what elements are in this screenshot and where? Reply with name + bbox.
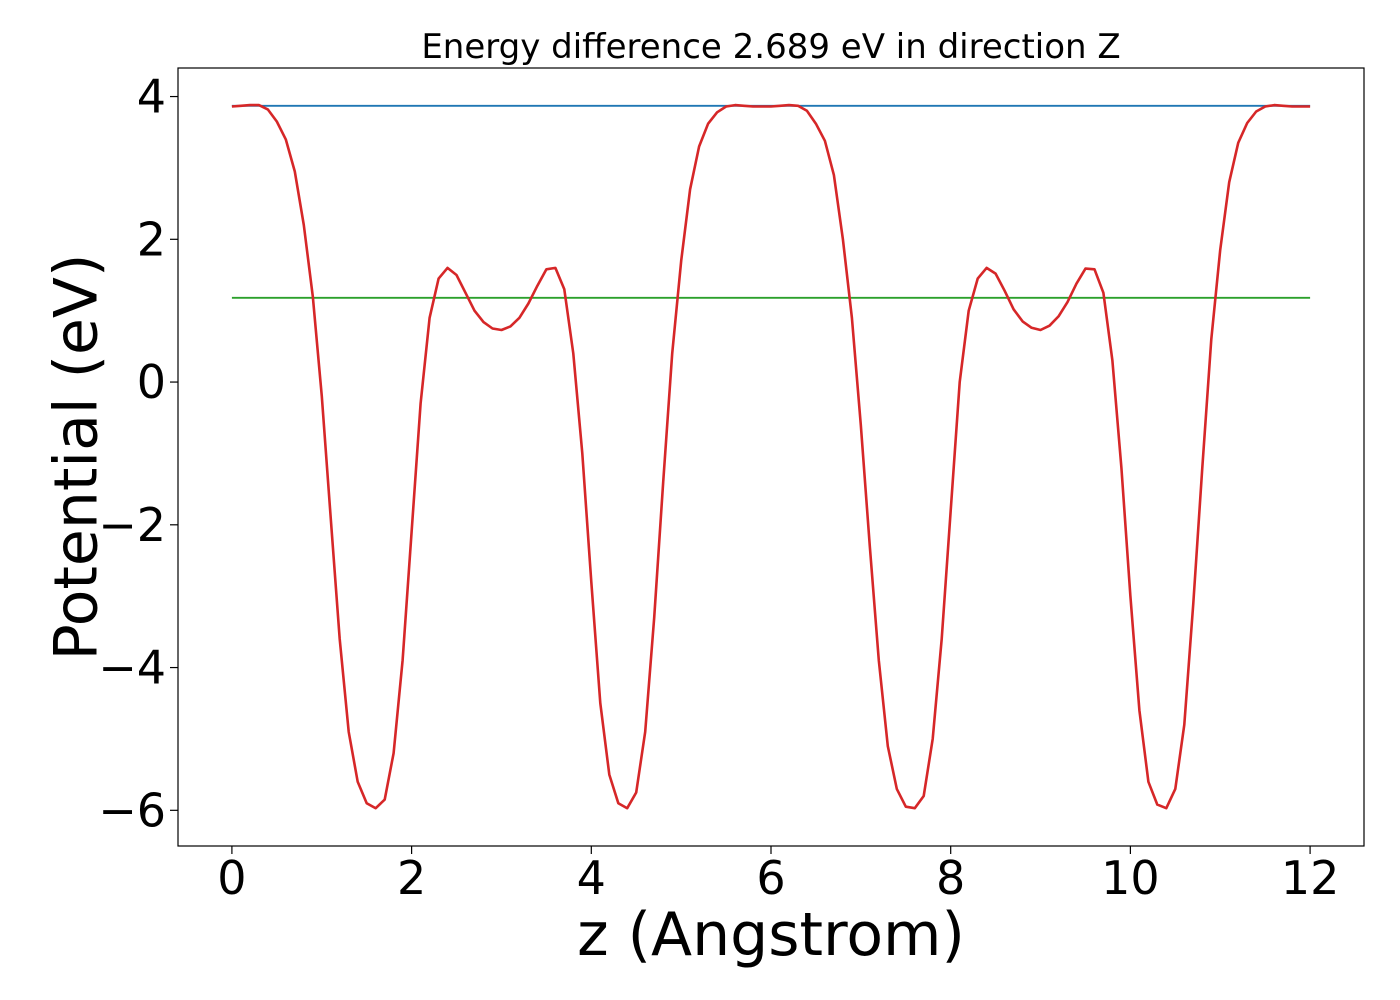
plot-frame — [177, 67, 1365, 847]
y-axis-ticks: −6 −4 −2 0 2 4 — [98, 70, 178, 837]
x-tick-label: 8 — [936, 851, 965, 905]
x-tick-label: 2 — [397, 851, 426, 905]
y-axis-label: Potential (eV) — [42, 254, 112, 661]
x-tick-label: 6 — [756, 851, 785, 905]
x-axis-ticks: 0 2 4 6 8 10 12 — [217, 846, 1339, 905]
x-tick-label: 4 — [577, 851, 606, 905]
series-layer — [231, 103, 1311, 810]
x-tick-label: 10 — [1101, 851, 1160, 905]
y-tick-label: 0 — [137, 355, 166, 409]
y-tick-label: 2 — [137, 212, 166, 266]
y-tick-label: 4 — [137, 70, 166, 124]
series-line-2 — [231, 103, 1311, 810]
chart-title: Energy difference 2.689 eV in direction … — [421, 27, 1120, 67]
x-tick-label: 0 — [217, 851, 246, 905]
y-tick-label: −2 — [98, 498, 166, 552]
x-tick-label: 12 — [1281, 851, 1340, 905]
x-axis-label: z (Angstrom) — [577, 900, 965, 970]
y-tick-label: −6 — [98, 783, 166, 837]
y-tick-label: −4 — [98, 641, 166, 695]
